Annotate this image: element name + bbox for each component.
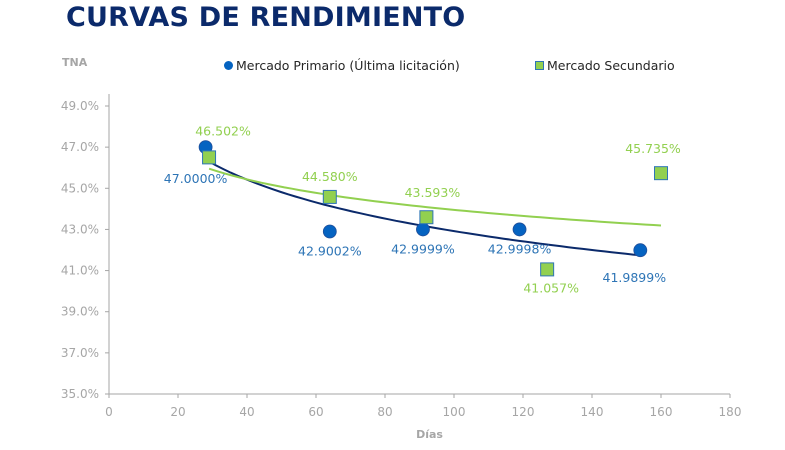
secondary-data-label: 43.593% [405,185,461,200]
y-tick-label: 41.0% [61,264,99,278]
y-tick-label: 39.0% [61,305,99,319]
primary-data-label: 42.9002% [298,243,362,258]
chart-title: CURVAS DE RENDIMIENTO [66,2,466,33]
y-tick-label: 35.0% [61,387,99,401]
secondary-data-label: 46.502% [195,123,251,138]
secondary-data-label: 41.057% [523,280,579,295]
secondary-data-point [419,210,434,225]
legend-label-secondary: Mercado Secundario [547,58,675,73]
circle-marker-icon [224,61,233,70]
primary-data-point [633,243,648,258]
primary-data-point [322,224,337,239]
legend-item-secondary: Mercado Secundario [535,58,675,73]
legend-item-primary: Mercado Primario (Última licitación) [224,58,460,73]
primary-data-label: 41.9899% [603,270,667,285]
primary-data-point [416,222,430,237]
secondary-data-label: 45.735% [625,141,681,156]
primary-data-label: 42.9999% [391,241,455,256]
secondary-data-point [322,189,337,204]
secondary-data-point [540,262,555,277]
x-tick-label: 180 [719,405,742,419]
x-tick-label: 40 [239,405,254,419]
square-marker-icon [535,61,544,70]
legend-label-primary: Mercado Primario (Última licitación) [236,58,460,73]
y-tick-label: 43.0% [61,222,99,236]
x-tick-label: 80 [377,405,392,419]
secondary-data-point [202,150,217,165]
trendline-secondary [208,167,662,227]
primary-data-label: 47.0000% [164,171,228,186]
primary-data-label: 42.9998% [488,241,552,256]
x-axis-title: Días [416,428,443,441]
y-tick-label: 37.0% [61,346,99,360]
x-tick-label: 120 [512,405,535,419]
primary-data-point [512,222,527,237]
x-tick-label: 0 [105,405,113,419]
x-tick-label: 20 [170,405,185,419]
secondary-data-label: 44.580% [302,169,358,184]
x-tick-label: 160 [650,405,673,419]
y-tick-label: 47.0% [61,140,99,154]
x-tick-label: 100 [443,405,466,419]
y-axis-title: TNA [62,56,88,69]
x-tick-label: 140 [581,405,604,419]
secondary-data-point [654,166,668,181]
y-tick-label: 45.0% [61,181,99,195]
y-tick-label: 49.0% [61,99,99,113]
x-tick-label: 60 [308,405,323,419]
